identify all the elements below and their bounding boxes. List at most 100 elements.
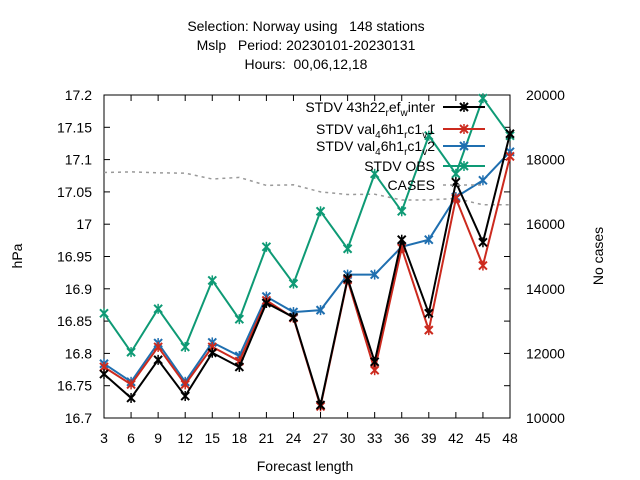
data-point bbox=[126, 392, 136, 403]
legend-marker bbox=[459, 161, 469, 171]
legend-label-part: STDV val bbox=[316, 121, 375, 137]
legend-label: STDV val46h1rc1v2 bbox=[316, 138, 435, 158]
y2-tick-label: 10000 bbox=[526, 410, 565, 426]
data-point bbox=[424, 325, 434, 336]
data-point bbox=[126, 379, 136, 390]
x-tick-label: 30 bbox=[340, 430, 356, 446]
legend-label-part: v bbox=[422, 130, 427, 141]
data-point bbox=[424, 130, 434, 141]
data-point bbox=[315, 305, 326, 316]
y2-axis-label: No cases bbox=[590, 227, 606, 285]
legend-marker bbox=[459, 102, 469, 112]
y-tick-label: 17.05 bbox=[57, 184, 92, 200]
legend-label-part: inter bbox=[408, 99, 436, 115]
legend-label-part: 6h1 bbox=[381, 138, 405, 154]
y-tick-label: 17 bbox=[76, 216, 92, 232]
data-point bbox=[261, 241, 272, 252]
y-tick-label: 17.1 bbox=[65, 152, 92, 168]
x-tick-label: 18 bbox=[232, 430, 248, 446]
y2-tick-label: 14000 bbox=[526, 281, 565, 297]
y2-tick-label: 16000 bbox=[526, 216, 565, 232]
data-point bbox=[397, 234, 407, 245]
data-point bbox=[369, 168, 380, 179]
series-line bbox=[103, 171, 510, 206]
legend-label: STDV 43h22refwinter bbox=[305, 99, 435, 119]
y-tick-label: 16.8 bbox=[65, 345, 92, 361]
data-point bbox=[369, 365, 380, 376]
legend-label: CASES bbox=[388, 177, 435, 193]
data-point bbox=[99, 369, 109, 380]
data-point bbox=[505, 151, 515, 162]
x-tick-label: 48 bbox=[502, 430, 518, 446]
series-lines bbox=[99, 93, 515, 412]
data-point bbox=[424, 308, 434, 319]
legend-label-part: ef bbox=[389, 99, 401, 115]
data-point bbox=[505, 128, 515, 139]
legend-label-part: r bbox=[386, 108, 390, 119]
y-axis-label: hPa bbox=[9, 243, 25, 268]
data-point bbox=[180, 379, 190, 390]
data-point bbox=[315, 206, 326, 217]
legend-label-part: 2 bbox=[427, 138, 435, 154]
x-tick-label: 15 bbox=[204, 430, 220, 446]
x-tick-label: 36 bbox=[394, 430, 410, 446]
data-point bbox=[126, 347, 136, 358]
legend-label: STDV val46h1rc1v1 bbox=[316, 121, 435, 141]
data-point bbox=[315, 400, 326, 411]
legend-label-part: c1 bbox=[407, 121, 422, 137]
data-point bbox=[234, 314, 245, 325]
x-tick-label: 6 bbox=[127, 430, 135, 446]
data-point bbox=[451, 168, 461, 179]
y-tick-label: 16.95 bbox=[57, 249, 92, 265]
data-point bbox=[180, 391, 190, 402]
legend-label: STDV OBS bbox=[364, 158, 435, 174]
y-axis-ticks: 16.7 16.75 16.8 16.85 16.9 16.95 17 17.05 17.1 17… bbox=[57, 87, 510, 426]
data-point bbox=[369, 269, 380, 280]
y-tick-label: 16.85 bbox=[57, 313, 92, 329]
y2-tick-label: 18000 bbox=[526, 152, 565, 168]
legend-marker bbox=[459, 124, 469, 134]
x-tick-label: 21 bbox=[259, 430, 275, 446]
data-point bbox=[234, 361, 245, 372]
legend-label-part: 4 bbox=[375, 130, 381, 141]
legend-label-part: 6h1 bbox=[381, 121, 405, 137]
data-point bbox=[261, 298, 272, 309]
data-point bbox=[180, 341, 190, 352]
y2-tick-label: 20000 bbox=[526, 87, 565, 103]
y-tick-label: 16.9 bbox=[65, 281, 92, 297]
legend-label-part: 1 bbox=[427, 121, 435, 137]
x-tick-label: 39 bbox=[421, 430, 437, 446]
x-tick-label: 42 bbox=[448, 430, 464, 446]
legend-label-part: STDV val bbox=[316, 138, 375, 154]
x-tick-label: 33 bbox=[367, 430, 383, 446]
data-point bbox=[288, 278, 299, 289]
legend-label-part: w bbox=[400, 108, 409, 119]
y-tick-label: 16.7 bbox=[65, 410, 92, 426]
data-point bbox=[153, 341, 163, 352]
series-line bbox=[103, 151, 511, 384]
legend-marker bbox=[459, 141, 469, 151]
x-tick-label: 3 bbox=[100, 430, 108, 446]
data-point bbox=[207, 347, 217, 358]
legend-label-part: STDV 43h22 bbox=[305, 99, 385, 115]
chart-title-line: Mslp Period: 20230101-20230131 bbox=[197, 37, 416, 53]
data-point bbox=[369, 356, 380, 367]
data-point bbox=[153, 354, 163, 365]
data-point bbox=[397, 206, 407, 217]
data-point bbox=[153, 303, 163, 314]
data-point bbox=[478, 260, 488, 271]
data-point bbox=[478, 175, 488, 186]
y-tick-label: 17.15 bbox=[57, 119, 92, 135]
chart-title-line: Selection: Norway using 148 stations bbox=[187, 18, 424, 34]
x-tick-label: 9 bbox=[154, 430, 162, 446]
data-point bbox=[424, 234, 434, 245]
y-tick-label: 16.75 bbox=[57, 378, 92, 394]
data-point bbox=[342, 273, 353, 284]
data-point bbox=[288, 312, 299, 323]
series-line bbox=[103, 133, 511, 410]
x-tick-label: 27 bbox=[313, 430, 329, 446]
data-point bbox=[342, 243, 353, 254]
legend-label-part: r bbox=[404, 147, 408, 158]
y2-tick-label: 12000 bbox=[526, 345, 565, 361]
